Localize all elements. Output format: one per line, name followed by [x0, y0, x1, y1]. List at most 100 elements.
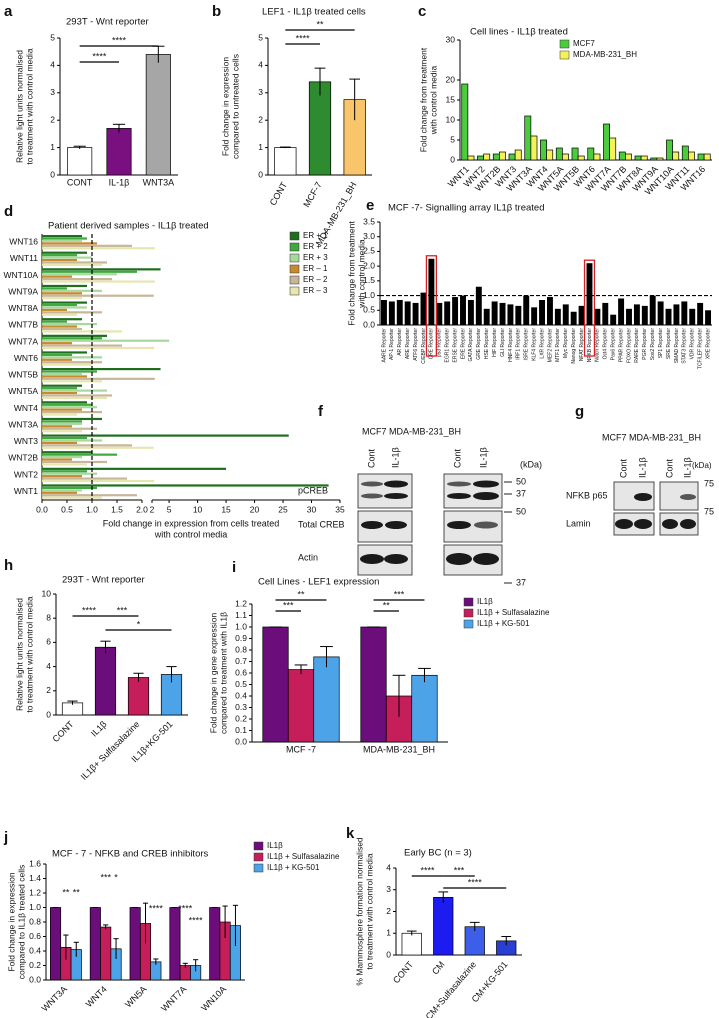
bar [42, 425, 72, 428]
bar [570, 311, 577, 325]
bar [577, 155, 585, 161]
bar [42, 234, 82, 238]
x-tick-label: WNT3A [40, 984, 69, 1013]
bar [145, 54, 171, 176]
y-tick-label: WNT9A [8, 286, 38, 296]
bar [657, 301, 664, 325]
chart-title: 293T - Wnt reporter [66, 17, 149, 28]
x-tick-label: CM [430, 959, 447, 976]
bar [100, 926, 112, 981]
y-axis-label: Fold change from treatment [418, 47, 428, 152]
bar [42, 301, 87, 304]
y-tick-label: 1.4 [29, 873, 41, 883]
legend-swatch [253, 852, 264, 862]
bar [42, 491, 77, 494]
significance-label: ** [297, 589, 305, 599]
bar [42, 463, 87, 466]
bar [523, 295, 530, 325]
y-tick-label: 2.0 [363, 260, 375, 270]
x-tick-label: ISRE Reporter [524, 328, 530, 361]
significance-label: **** [178, 903, 193, 913]
bar [42, 251, 87, 254]
bar [477, 155, 484, 161]
bar [42, 322, 97, 326]
x-tick-label: RARE Reporter [634, 328, 640, 363]
y-tick-label: 2.5 [363, 246, 375, 256]
bar [42, 330, 122, 333]
bar [42, 268, 161, 271]
y-tick-label: 1.0 [29, 902, 41, 912]
y-axis-label: % Mammosphere formation normalised [354, 837, 364, 986]
y-tick-label: 2 [46, 685, 51, 695]
band [384, 480, 408, 488]
y-tick-label: 4 [386, 862, 391, 872]
bar [42, 275, 72, 278]
x-tick-label: HSE Reporter [484, 328, 490, 359]
x-tick-label: Notch Reporter [595, 328, 601, 362]
bar [42, 237, 87, 240]
y-axis-label: compared to untreated cells [230, 54, 240, 159]
legend-label: IL1β + KG-501 [477, 619, 530, 628]
x-tick-label: CONT [67, 177, 93, 187]
bar [127, 677, 150, 716]
y-tick-label: 0.5 [363, 305, 375, 315]
bar [42, 439, 102, 442]
x-tick-label: MCF-7 [301, 180, 323, 209]
row-label: NFKB p65 [566, 490, 608, 500]
bar [42, 394, 112, 397]
bar [42, 311, 102, 314]
bar [313, 656, 340, 743]
bar [42, 294, 154, 297]
blot [443, 473, 503, 509]
bar [530, 135, 538, 161]
bar [681, 301, 688, 325]
bar [666, 139, 673, 161]
bar [673, 304, 680, 325]
bar [380, 299, 387, 325]
x-tick-label: 0.5 [61, 504, 73, 514]
y-tick-label: 0.4 [29, 945, 41, 955]
band [680, 519, 696, 529]
bar [42, 239, 82, 243]
y-tick-label: 5 [50, 32, 55, 42]
band [384, 554, 408, 564]
legend-label: ER – 3 [303, 286, 328, 295]
x-axis-label: with control media [154, 529, 228, 539]
x-tick-label: ATF6 Reporter [413, 328, 419, 361]
bar [388, 301, 395, 325]
bar [42, 256, 92, 259]
legend-swatch [559, 39, 570, 49]
band [447, 481, 471, 487]
x-tick-label: AP-1 Reporter [389, 328, 395, 360]
y-tick-label: WNT5A [8, 386, 38, 396]
y-tick-label: 2 [386, 906, 391, 916]
x-tick-label: 30 [307, 504, 317, 514]
y-axis-label: Relative light units normalised [14, 598, 24, 711]
bar [360, 626, 387, 743]
y-tick-label: 1 [50, 142, 55, 152]
x-tick-label: EGR1 Reporter [445, 328, 451, 363]
blot-g: g MCF7 MDA-MB-231_BH Cont IL-1β Cont IL-… [566, 403, 714, 536]
row-label: Lamin [566, 518, 591, 528]
lane-label: Cont [664, 458, 674, 478]
bar [705, 310, 712, 325]
bar [42, 351, 87, 354]
y-tick-label: 0.7 [235, 656, 247, 666]
y-tick-label: 0.6 [235, 667, 247, 677]
bar [42, 453, 117, 456]
x-tick-label: IL1β+ Sulfasalazine [79, 719, 142, 782]
bar [89, 907, 101, 981]
y-tick-label: 10 [42, 588, 52, 598]
x-tick-label: WN10A [199, 984, 228, 1013]
legend-label: MDA-MB-231_BH [573, 50, 637, 59]
marker-label: 37 [516, 488, 526, 498]
y-tick-label: WNT5B [8, 370, 38, 380]
x-tick-label: Pax6 Reporter [611, 328, 617, 361]
blot-f: f MCF7 MDA-MB-231_BH Cont IL-1β Cont IL-… [298, 403, 542, 587]
legend-label: IL1β + KG-501 [267, 863, 320, 872]
y-tick-label: 0 [386, 949, 391, 959]
bar [42, 380, 102, 383]
bar [42, 396, 107, 400]
significance-label: *** [454, 865, 465, 875]
